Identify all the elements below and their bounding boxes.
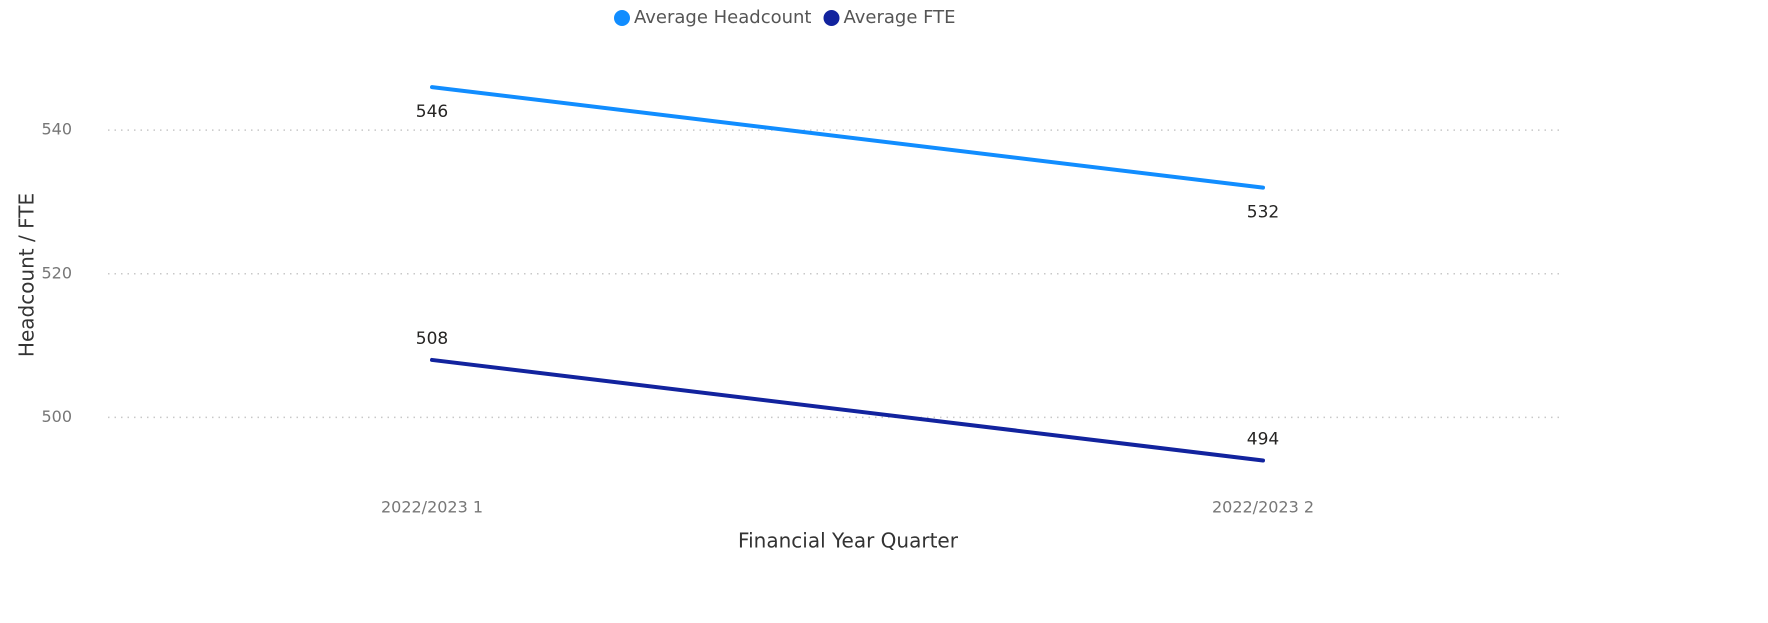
- y-tick-label: 540: [41, 120, 72, 139]
- series-line: [430, 357, 1265, 463]
- y-tick-label: 500: [41, 407, 72, 426]
- data-label: 546: [416, 102, 448, 122]
- series-line: [430, 85, 1265, 190]
- x-tick-label: 2022/2023 2: [1212, 498, 1314, 517]
- y-axis-title: Headcount / FTE: [15, 193, 39, 357]
- legend-marker: [823, 10, 840, 26]
- x-axis-title: Financial Year Quarter: [738, 529, 959, 553]
- legend-marker: [614, 10, 630, 26]
- x-tick-label: 2022/2023 1: [381, 498, 483, 517]
- data-label: 532: [1247, 203, 1279, 223]
- data-label: 494: [1247, 429, 1279, 449]
- legend-label: Average Headcount: [634, 7, 812, 28]
- data-label: 508: [416, 329, 448, 349]
- y-tick-label: 520: [41, 263, 72, 282]
- legend-label: Average FTE: [844, 7, 956, 28]
